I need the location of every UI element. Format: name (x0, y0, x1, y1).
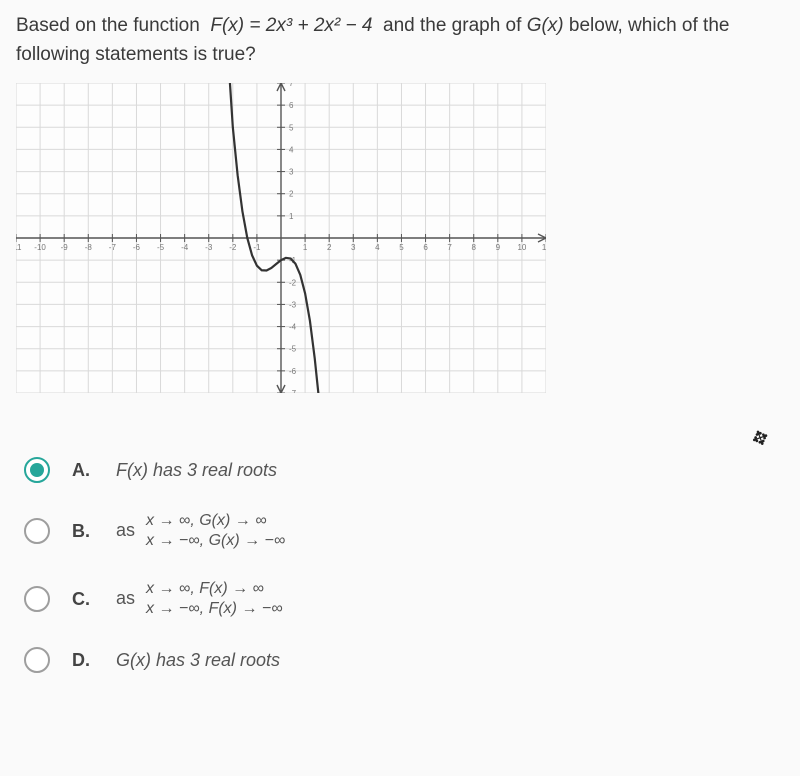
svg-text:-4: -4 (181, 243, 189, 252)
svg-text:-3: -3 (205, 243, 213, 252)
radio-c[interactable] (24, 586, 50, 612)
svg-text:6: 6 (423, 243, 428, 252)
svg-text:-11: -11 (16, 243, 22, 252)
svg-text:-2: -2 (289, 278, 297, 287)
option-a-letter: A. (72, 460, 94, 481)
svg-text:11: 11 (542, 243, 546, 252)
option-b[interactable]: B. as x → ∞, G(x) → ∞ x → −∞, G(x) → −∞ (16, 497, 784, 565)
svg-text:3: 3 (351, 243, 356, 252)
option-c-letter: C. (72, 589, 94, 610)
option-b-stack: x → ∞, G(x) → ∞ x → −∞, G(x) → −∞ (146, 511, 285, 551)
q-prefix: Based on the function (16, 15, 200, 36)
svg-text:7: 7 (289, 83, 294, 88)
question-stem: Based on the function F(x) = 2x³ + 2x² −… (16, 12, 784, 69)
svg-text:-6: -6 (289, 367, 297, 376)
svg-text:-9: -9 (61, 243, 69, 252)
radio-b[interactable] (24, 518, 50, 544)
svg-text:-6: -6 (133, 243, 141, 252)
svg-text:1: 1 (303, 243, 308, 252)
option-c[interactable]: C. as x → ∞, F(x) → ∞ x → −∞, F(x) → −∞ (16, 565, 784, 633)
svg-text:-7: -7 (109, 243, 117, 252)
option-d-text: G(x) has 3 real roots (116, 650, 280, 671)
svg-text:3: 3 (289, 168, 294, 177)
svg-text:5: 5 (399, 243, 404, 252)
svg-text:-4: -4 (289, 323, 297, 332)
svg-text:7: 7 (447, 243, 452, 252)
svg-text:4: 4 (375, 243, 380, 252)
option-c-body: as x → ∞, F(x) → ∞ x → −∞, F(x) → −∞ (116, 579, 283, 619)
option-c-line1: x → ∞, F(x) → ∞ (146, 579, 283, 599)
option-a[interactable]: A. F(x) has 3 real roots (16, 443, 784, 497)
q-func: F(x) = 2x³ + 2x² − 4 (210, 15, 372, 36)
svg-text:-5: -5 (157, 243, 165, 252)
option-c-stack: x → ∞, F(x) → ∞ x → −∞, F(x) → −∞ (146, 579, 283, 619)
option-b-letter: B. (72, 521, 94, 542)
svg-text:-3: -3 (289, 300, 297, 309)
svg-text:1: 1 (289, 212, 294, 221)
svg-text:2: 2 (327, 243, 332, 252)
q-mid: and the graph of (383, 15, 521, 36)
option-d[interactable]: D. G(x) has 3 real roots (16, 633, 784, 687)
option-b-line2: x → −∞, G(x) → −∞ (146, 531, 285, 551)
svg-text:-10: -10 (34, 243, 46, 252)
svg-text:-8: -8 (85, 243, 93, 252)
radio-a[interactable] (24, 457, 50, 483)
option-a-text: F(x) has 3 real roots (116, 460, 277, 481)
svg-text:-5: -5 (289, 345, 297, 354)
svg-text:10: 10 (517, 243, 526, 252)
radio-d[interactable] (24, 647, 50, 673)
option-b-as: as (116, 520, 135, 540)
svg-text:6: 6 (289, 101, 294, 110)
svg-text:-2: -2 (229, 243, 237, 252)
svg-text:2: 2 (289, 190, 294, 199)
option-b-body: as x → ∞, G(x) → ∞ x → −∞, G(x) → −∞ (116, 511, 285, 551)
option-b-line1: x → ∞, G(x) → ∞ (146, 511, 285, 531)
option-c-as: as (116, 588, 135, 608)
svg-text:8: 8 (472, 243, 477, 252)
svg-text:9: 9 (496, 243, 501, 252)
option-d-letter: D. (72, 650, 94, 671)
svg-text:4: 4 (289, 145, 294, 154)
q-gfunc: G(x) (527, 15, 564, 36)
svg-text:5: 5 (289, 123, 294, 132)
svg-text:-7: -7 (289, 389, 297, 393)
svg-text:-1: -1 (253, 243, 261, 252)
option-c-line2: x → −∞, F(x) → −∞ (146, 599, 283, 619)
graph-svg: -11-10-9-8-7-6-5-4-3-2-11234567891011-7-… (16, 83, 546, 393)
graph-container: -11-10-9-8-7-6-5-4-3-2-11234567891011-7-… (16, 83, 784, 393)
